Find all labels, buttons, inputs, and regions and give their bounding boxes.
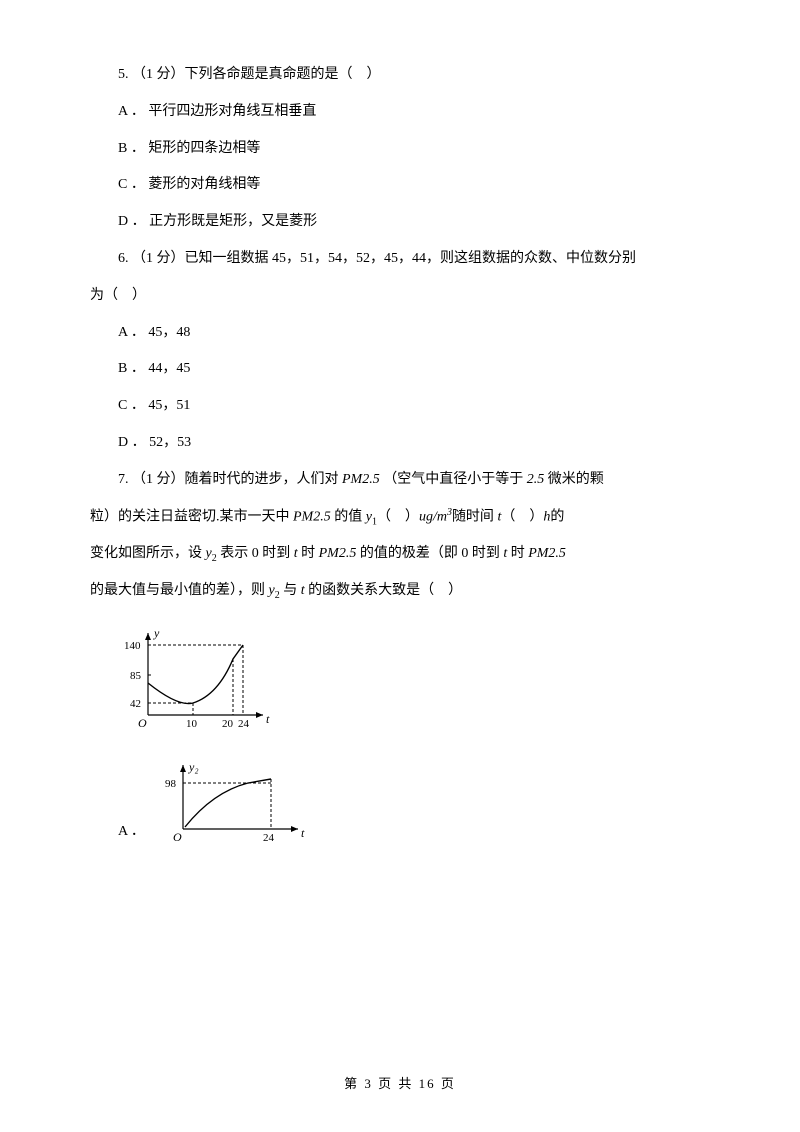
q7-l2e: （ ） [501,509,543,524]
q5-stem: 5. （1 分）下列各命题是真命题的是（ ） [90,60,710,91]
q7-line1: 7. （1 分）随着时代的进步，人们对 PM2.5 （空气中直径小于等于 2.5… [90,465,710,496]
q7-l2a: 粒）的关注日益密切.某市一天中 [90,509,293,524]
chart1-ytick-140: 140 [124,640,141,652]
q5-option-d: D ． 正方形既是矩形，又是菱形 [90,207,710,238]
q6-stem-line2: 为（ ） [90,281,710,312]
q5-option-b: B ． 矩形的四条边相等 [90,134,710,165]
chart1-x-arrow [256,712,263,718]
q7-option-a: A ． y₂ t O 98 24 [118,757,710,847]
page-content: 5. （1 分）下列各命题是真命题的是（ ） A ． 平行四边形对角线互相垂直 … [0,0,800,847]
q7-line3: 变化如图所示，设 y2 表示 0 时到 t 时 PM2.5 的值的极差（即 0 … [90,539,710,570]
chart2-curve [185,779,271,827]
q7-pm25-2: PM2.5 [293,509,331,524]
chart1-ytick-85: 85 [130,670,142,682]
chart1-y-arrow [145,633,151,640]
chart1-svg: y t O 140 85 42 10 20 24 [118,615,278,735]
chart1-xtick-20: 20 [222,718,234,730]
q7-l3c: 时 [298,546,319,561]
q7-pm25-1: PM2.5 [342,472,380,487]
q7-l1b: （空气中直径小于等于 [380,472,527,487]
q7-ug: ug/m [419,509,447,524]
q7-line2: 粒）的关注日益密切.某市一天中 PM2.5 的值 y1（ ）ug/m3随时间 t… [90,502,710,533]
q7-val25: 2.5 [527,472,545,487]
chart1-xtick-24: 24 [238,718,250,730]
q6-option-a: A ． 45，48 [90,318,710,349]
chart2-x-arrow [291,826,298,832]
q7-main-chart: y t O 140 85 42 10 20 24 [118,615,710,748]
q6-option-b: B ． 44，45 [90,354,710,385]
q7-l3d: 的值的极差（即 0 时到 [356,546,503,561]
q5-stem-prefix: 5. （1 分）下列各命题是真命题的是（ [118,67,353,82]
chart2-ytick-98: 98 [165,778,177,790]
q7-l2c: （ ） [377,509,419,524]
q7-l1a: 7. （1 分）随着时代的进步，人们对 [118,472,342,487]
chart2-x-label: t [301,826,305,840]
q7-line4: 的最大值与最小值的差），则 y2 与 t 的函数关系大致是（ ） [90,576,710,607]
q5-option-a: A ． 平行四边形对角线互相垂直 [90,97,710,128]
footer-text: 第 3 页 共 16 页 [344,1076,456,1091]
q7-pm25-4: PM2.5 [528,546,566,561]
q7-l2d: 随时间 [452,509,498,524]
q6-option-d: D ． 52，53 [90,428,710,459]
q6-stem-line1: 6. （1 分）已知一组数据 45，51，54，52，45，44，则这组数据的众… [90,244,710,275]
q7-optA-label: A ． [118,817,145,848]
chart1-ytick-42: 42 [130,698,141,710]
q7-l4c: 的函数关系大致是（ ） [305,583,463,598]
q7-l4b: 与 [280,583,301,598]
chart2-xtick-24: 24 [263,832,275,844]
chart1-y-label: y [153,626,160,640]
chart2-svg: y₂ t O 98 24 [153,757,313,847]
chart2-origin: O [173,830,182,844]
q7-l3b: 表示 0 时到 [217,546,294,561]
q5-option-c: C ． 菱形的对角线相等 [90,170,710,201]
q6-option-c: C ． 45，51 [90,391,710,422]
q5-stem-suffix: ） [367,67,381,82]
chart2-y-label: y₂ [188,760,199,774]
chart1-origin: O [138,716,147,730]
chart2-y-arrow [180,765,186,772]
q7-l2b: 的值 [331,509,366,524]
chart1-x-label: t [266,712,270,726]
q7-pm25-3: PM2.5 [319,546,357,561]
page-footer: 第 3 页 共 16 页 [0,1073,800,1092]
chart1-xtick-10: 10 [186,718,198,730]
chart1-curve [148,645,243,704]
q7-l3e: 时 [507,546,528,561]
q7-l2f: 的 [550,509,564,524]
q7-l3a: 变化如图所示，设 [90,546,206,561]
q7-l4a: 的最大值与最小值的差），则 [90,583,269,598]
q7-l1c: 微米的颗 [544,472,604,487]
